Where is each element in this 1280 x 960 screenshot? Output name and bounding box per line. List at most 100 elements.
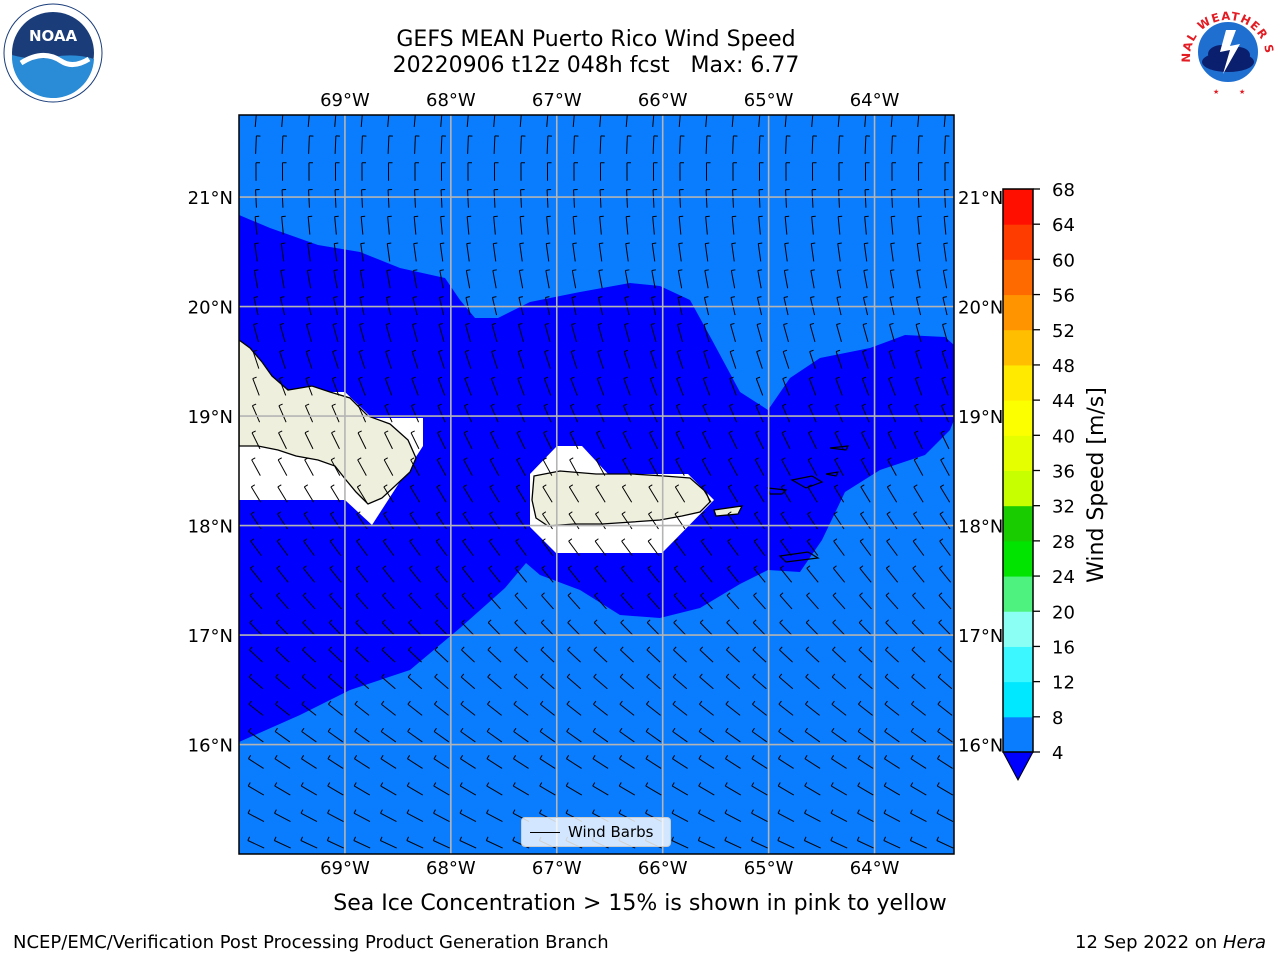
wind-barb [698, 755, 715, 769]
wind-barb [354, 673, 370, 690]
wind-barb [519, 115, 522, 128]
wind-barb [459, 809, 477, 823]
wind-barb [354, 755, 370, 769]
wind-barb [701, 484, 712, 503]
wind-barb [329, 592, 342, 610]
colorbar-block [1003, 505, 1033, 542]
wind-barb [382, 538, 395, 556]
colorbar-block [1003, 294, 1033, 331]
wind-barb [493, 115, 496, 128]
wind-barb [778, 673, 794, 690]
wind-barb [595, 484, 606, 503]
wind-barb [751, 755, 768, 769]
colorbar-block [1003, 224, 1033, 260]
lon-label-top: 68°W [426, 90, 476, 111]
wind-barb [488, 565, 501, 583]
wind-barb [671, 782, 689, 796]
lon-label-bottom: 65°W [744, 858, 794, 879]
wind-barb [724, 809, 742, 823]
wind-barb [249, 646, 263, 663]
wind-barb [359, 322, 365, 342]
wind-barb [461, 565, 475, 583]
wind-barb [330, 484, 341, 503]
wind-barb [888, 349, 896, 369]
wind-barb [410, 457, 420, 476]
wind-barb [467, 189, 472, 208]
wind-barb [463, 430, 473, 450]
wind-barb [811, 189, 817, 208]
colorbar-block [1003, 681, 1033, 718]
wind-barb [384, 430, 393, 450]
wind-barb [356, 511, 368, 530]
wind-barb [436, 511, 447, 530]
wind-barb [567, 565, 581, 583]
wind-barb [356, 538, 368, 556]
wind-barb [254, 242, 259, 262]
wind-barb [699, 646, 714, 663]
wind-barb [806, 592, 819, 610]
wind-barb [381, 646, 396, 663]
wind-barb [752, 619, 767, 636]
lat-label-left: 21°N [188, 188, 233, 209]
wind-barb [938, 565, 952, 583]
colorbar-tick-label: 52 [1052, 321, 1075, 342]
wind-barb [884, 673, 900, 690]
wind-barb [858, 646, 873, 663]
wind-barb [910, 727, 927, 743]
wind-barb [353, 836, 371, 849]
wind-barb [308, 135, 314, 154]
wind-barb [731, 215, 737, 235]
wind-barb [729, 376, 737, 396]
wind-barb [592, 782, 609, 796]
wind-barb [571, 322, 577, 342]
wind-barb [673, 619, 687, 636]
svg-text:★: ★ [1239, 88, 1245, 96]
chart-subtitle: 20220906 t12z 048h fcst Max: 6.77 [392, 53, 800, 78]
wind-barb [650, 349, 657, 369]
wind-barb [465, 269, 471, 289]
wind-barb [541, 592, 554, 610]
wind-barb [832, 619, 846, 636]
wind-barb [334, 135, 340, 154]
wind-barb [250, 538, 262, 556]
wind-barb [515, 511, 527, 530]
wind-barb [917, 162, 923, 181]
wind-barb [247, 782, 265, 796]
wind-barb [440, 189, 446, 208]
wind-barb [543, 430, 552, 450]
wind-barb [487, 700, 502, 716]
wind-barb [599, 115, 602, 128]
wind-barb [910, 809, 927, 823]
colorbar-block [1003, 259, 1033, 296]
wind-barb [280, 269, 285, 289]
wind-barb [357, 403, 367, 423]
wind-barb [859, 538, 872, 556]
wind-barb [514, 565, 528, 583]
wind-barb [414, 162, 420, 181]
wind-barb [543, 403, 552, 423]
wind-barb [837, 242, 842, 262]
wind-barb [936, 782, 954, 796]
wind-barb [857, 782, 874, 796]
wind-barb [304, 403, 314, 423]
wind-barb [679, 135, 685, 154]
wind-barb [539, 782, 556, 796]
wind-barb [755, 430, 764, 450]
wind-barb [939, 484, 951, 503]
wind-barb [277, 457, 288, 476]
wind-barb [699, 673, 714, 690]
wind-barb [731, 115, 734, 128]
wind-barb [331, 403, 340, 423]
wind-barb [493, 162, 499, 181]
wind-barb [805, 700, 820, 716]
wind-barb [803, 836, 821, 849]
wind-barb [302, 565, 316, 583]
wind-barb [884, 700, 900, 716]
wind-barb [785, 135, 791, 154]
colorbar-tick-label: 56 [1052, 286, 1075, 307]
wind-barb [702, 403, 711, 423]
wind-barb [568, 484, 580, 503]
wind-barb [546, 215, 551, 235]
wind-barb [544, 322, 551, 342]
